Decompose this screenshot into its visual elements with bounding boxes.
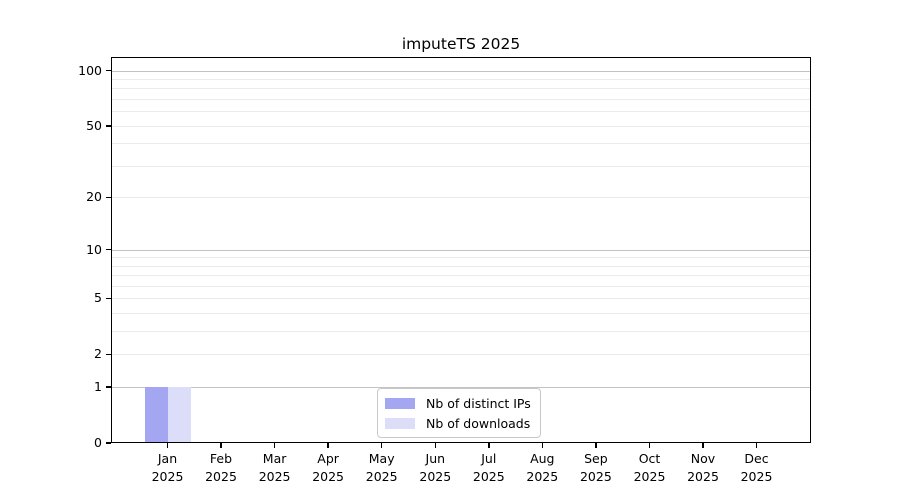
x-tick-mark xyxy=(702,443,704,448)
y-tick-mark xyxy=(106,69,111,72)
x-tick-mark xyxy=(273,443,276,448)
year-label: 2025 xyxy=(258,468,291,484)
year-label: 2025 xyxy=(687,468,719,484)
y-tick-label: 10 xyxy=(86,241,102,257)
minor-gridline xyxy=(111,331,811,333)
minor-gridline xyxy=(111,143,811,145)
x-tick-label: Dec 2025 xyxy=(722,450,792,485)
y-tick-label: 100 xyxy=(78,62,102,78)
minor-gridline xyxy=(111,111,811,113)
x-tick-mark xyxy=(166,443,169,448)
y-tick-mark xyxy=(106,248,111,251)
major-gridline xyxy=(111,70,811,72)
month-label: Mar xyxy=(262,451,287,466)
y-tick-mark xyxy=(106,353,111,356)
month-label: Nov xyxy=(690,451,716,466)
legend-item-distinct-ips: Nb of distinct IPs xyxy=(385,393,531,413)
minor-gridline xyxy=(111,257,811,259)
x-tick-label: Mar 2025 xyxy=(240,450,310,485)
legend: Nb of distinct IPs Nb of downloads xyxy=(377,388,541,438)
year-label: 2025 xyxy=(579,468,612,484)
major-gridline xyxy=(111,387,811,389)
year-label: 2025 xyxy=(526,468,559,484)
x-tick-label: Jun 2025 xyxy=(400,450,470,485)
x-tick-mark xyxy=(541,443,544,448)
y-tick-mark xyxy=(106,196,111,199)
y-tick-mark xyxy=(106,442,111,444)
major-gridline xyxy=(111,249,811,251)
plot-area: 0 1 2 5 10 20 50 100 Jan 2025 Feb 2025 Mar 2025 Apr 20… xyxy=(78,57,811,484)
x-tick-mark xyxy=(648,443,651,448)
year-label: 2025 xyxy=(205,468,237,484)
minor-gridline xyxy=(111,88,811,90)
y-tick-label: 0 xyxy=(94,435,102,450)
x-tick-mark xyxy=(595,443,597,448)
month-label: Dec xyxy=(744,451,769,466)
year-label: 2025 xyxy=(419,468,452,484)
month-label: Feb xyxy=(209,451,233,466)
x-tick-mark xyxy=(220,443,222,448)
x-tick-mark xyxy=(488,443,490,448)
x-tick-label: Sep 2025 xyxy=(561,450,631,485)
year-label: 2025 xyxy=(633,468,666,484)
minor-gridline xyxy=(111,354,811,356)
x-tick-mark xyxy=(434,443,436,448)
x-tick-label: Aug 2025 xyxy=(507,450,577,485)
y-tick-mark xyxy=(106,297,111,300)
month-label: Sep xyxy=(584,451,608,466)
year-label: 2025 xyxy=(740,468,773,484)
y-tick-mark xyxy=(106,125,111,127)
x-tick-label: Nov 2025 xyxy=(668,450,738,485)
legend-swatch-distinct-ips xyxy=(385,397,415,409)
minor-gridline xyxy=(111,165,811,167)
legend-label-downloads: Nb of downloads xyxy=(426,415,531,431)
minor-gridline xyxy=(111,313,811,315)
x-tick-label: Feb 2025 xyxy=(186,450,256,485)
bar xyxy=(167,387,191,443)
y-tick-label: 20 xyxy=(86,189,102,205)
x-tick-label: Apr 2025 xyxy=(293,450,363,485)
minor-gridline xyxy=(111,125,811,127)
chart-title: imputeTS 2025 xyxy=(401,35,521,53)
legend-swatch-downloads xyxy=(385,417,415,429)
y-tick-label: 5 xyxy=(94,290,102,306)
minor-gridline xyxy=(111,265,811,267)
x-tick-mark xyxy=(755,443,758,448)
year-label: 2025 xyxy=(365,468,398,484)
y-tick-label: 1 xyxy=(94,379,102,395)
month-label: Jun xyxy=(425,451,446,466)
minor-gridline xyxy=(111,79,811,80)
year-label: 2025 xyxy=(312,468,344,484)
x-tick-mark xyxy=(327,443,329,448)
legend-label-distinct-ips: Nb of distinct IPs xyxy=(426,395,531,411)
y-tick-label: 2 xyxy=(94,346,102,362)
month-label: Oct xyxy=(638,451,661,466)
month-label: Aug xyxy=(530,451,555,466)
minor-gridline xyxy=(111,197,811,199)
x-tick-label: Jan 2025 xyxy=(133,450,203,485)
x-tick-label: May 2025 xyxy=(347,450,417,485)
minor-gridline xyxy=(111,298,811,300)
x-tick-label: Oct 2025 xyxy=(615,450,685,485)
x-tick-mark xyxy=(380,443,383,448)
minor-gridline xyxy=(111,275,811,277)
y-tick-label: 50 xyxy=(86,117,102,133)
month-label: Apr xyxy=(317,451,339,466)
month-label: May xyxy=(368,451,395,466)
year-label: 2025 xyxy=(151,468,184,484)
year-label: 2025 xyxy=(472,468,505,484)
legend-item-downloads: Nb of downloads xyxy=(385,413,531,433)
minor-gridline xyxy=(111,99,811,100)
x-tick-label: Jul 2025 xyxy=(454,450,524,485)
minor-gridline xyxy=(111,286,811,287)
y-tick-mark xyxy=(106,386,111,388)
month-label: Jul xyxy=(481,451,497,466)
month-label: Jan xyxy=(157,451,178,466)
bar xyxy=(144,387,168,443)
